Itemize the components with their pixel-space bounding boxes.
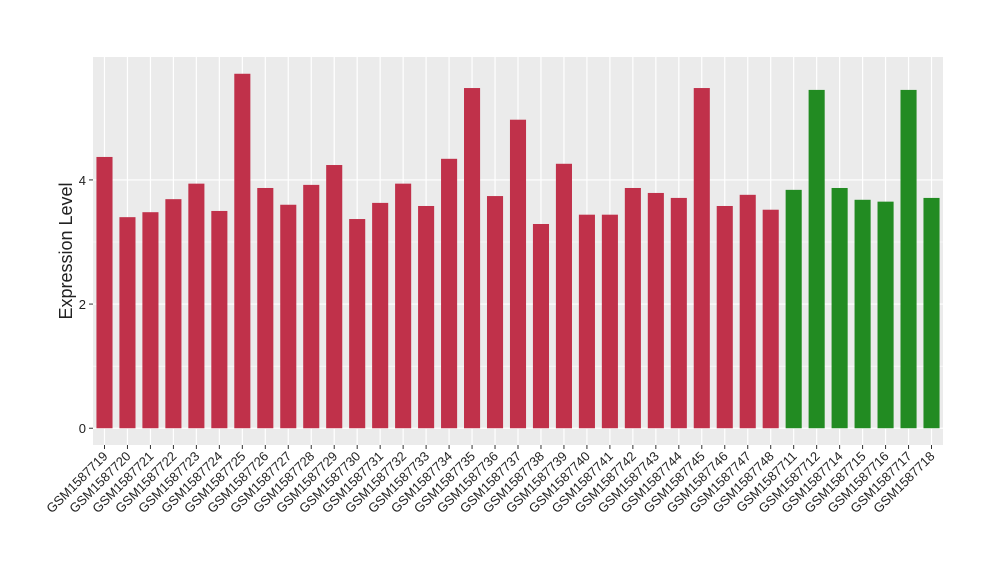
bar: [509, 119, 527, 429]
bar: [808, 89, 825, 429]
bar: [349, 219, 366, 429]
bar: [670, 197, 687, 429]
y-tick-label: 4: [79, 173, 86, 188]
y-tick-label: 0: [79, 421, 86, 436]
bar: [234, 73, 251, 429]
bar: [326, 165, 343, 429]
bar: [418, 205, 435, 429]
bar: [601, 214, 618, 429]
bar: [486, 196, 504, 429]
bar: [188, 183, 205, 429]
bar: [257, 187, 274, 429]
bar: [96, 156, 113, 429]
bar: [762, 209, 779, 429]
bar: [624, 187, 641, 429]
bar: [165, 199, 182, 429]
y-axis-label: Expression Level: [56, 182, 76, 319]
bar: [693, 88, 710, 429]
bar: [372, 202, 389, 429]
bar: [647, 192, 664, 429]
bar: [211, 210, 228, 429]
bar: [303, 184, 320, 429]
bar: [854, 199, 871, 429]
bar: [578, 214, 595, 429]
bar: [119, 217, 136, 429]
bar: [923, 197, 940, 429]
bar: [532, 223, 550, 429]
bar: [900, 89, 917, 429]
bar: [464, 88, 481, 429]
bar: [785, 189, 802, 429]
bar: [831, 187, 848, 429]
bar: [877, 201, 894, 429]
bar: [555, 163, 572, 429]
bar: [739, 194, 756, 429]
bar: [142, 212, 159, 429]
bar: [280, 204, 297, 429]
bar: [395, 183, 412, 429]
bar: [716, 205, 733, 429]
y-tick-label: 2: [79, 297, 86, 312]
bar: [441, 158, 458, 429]
